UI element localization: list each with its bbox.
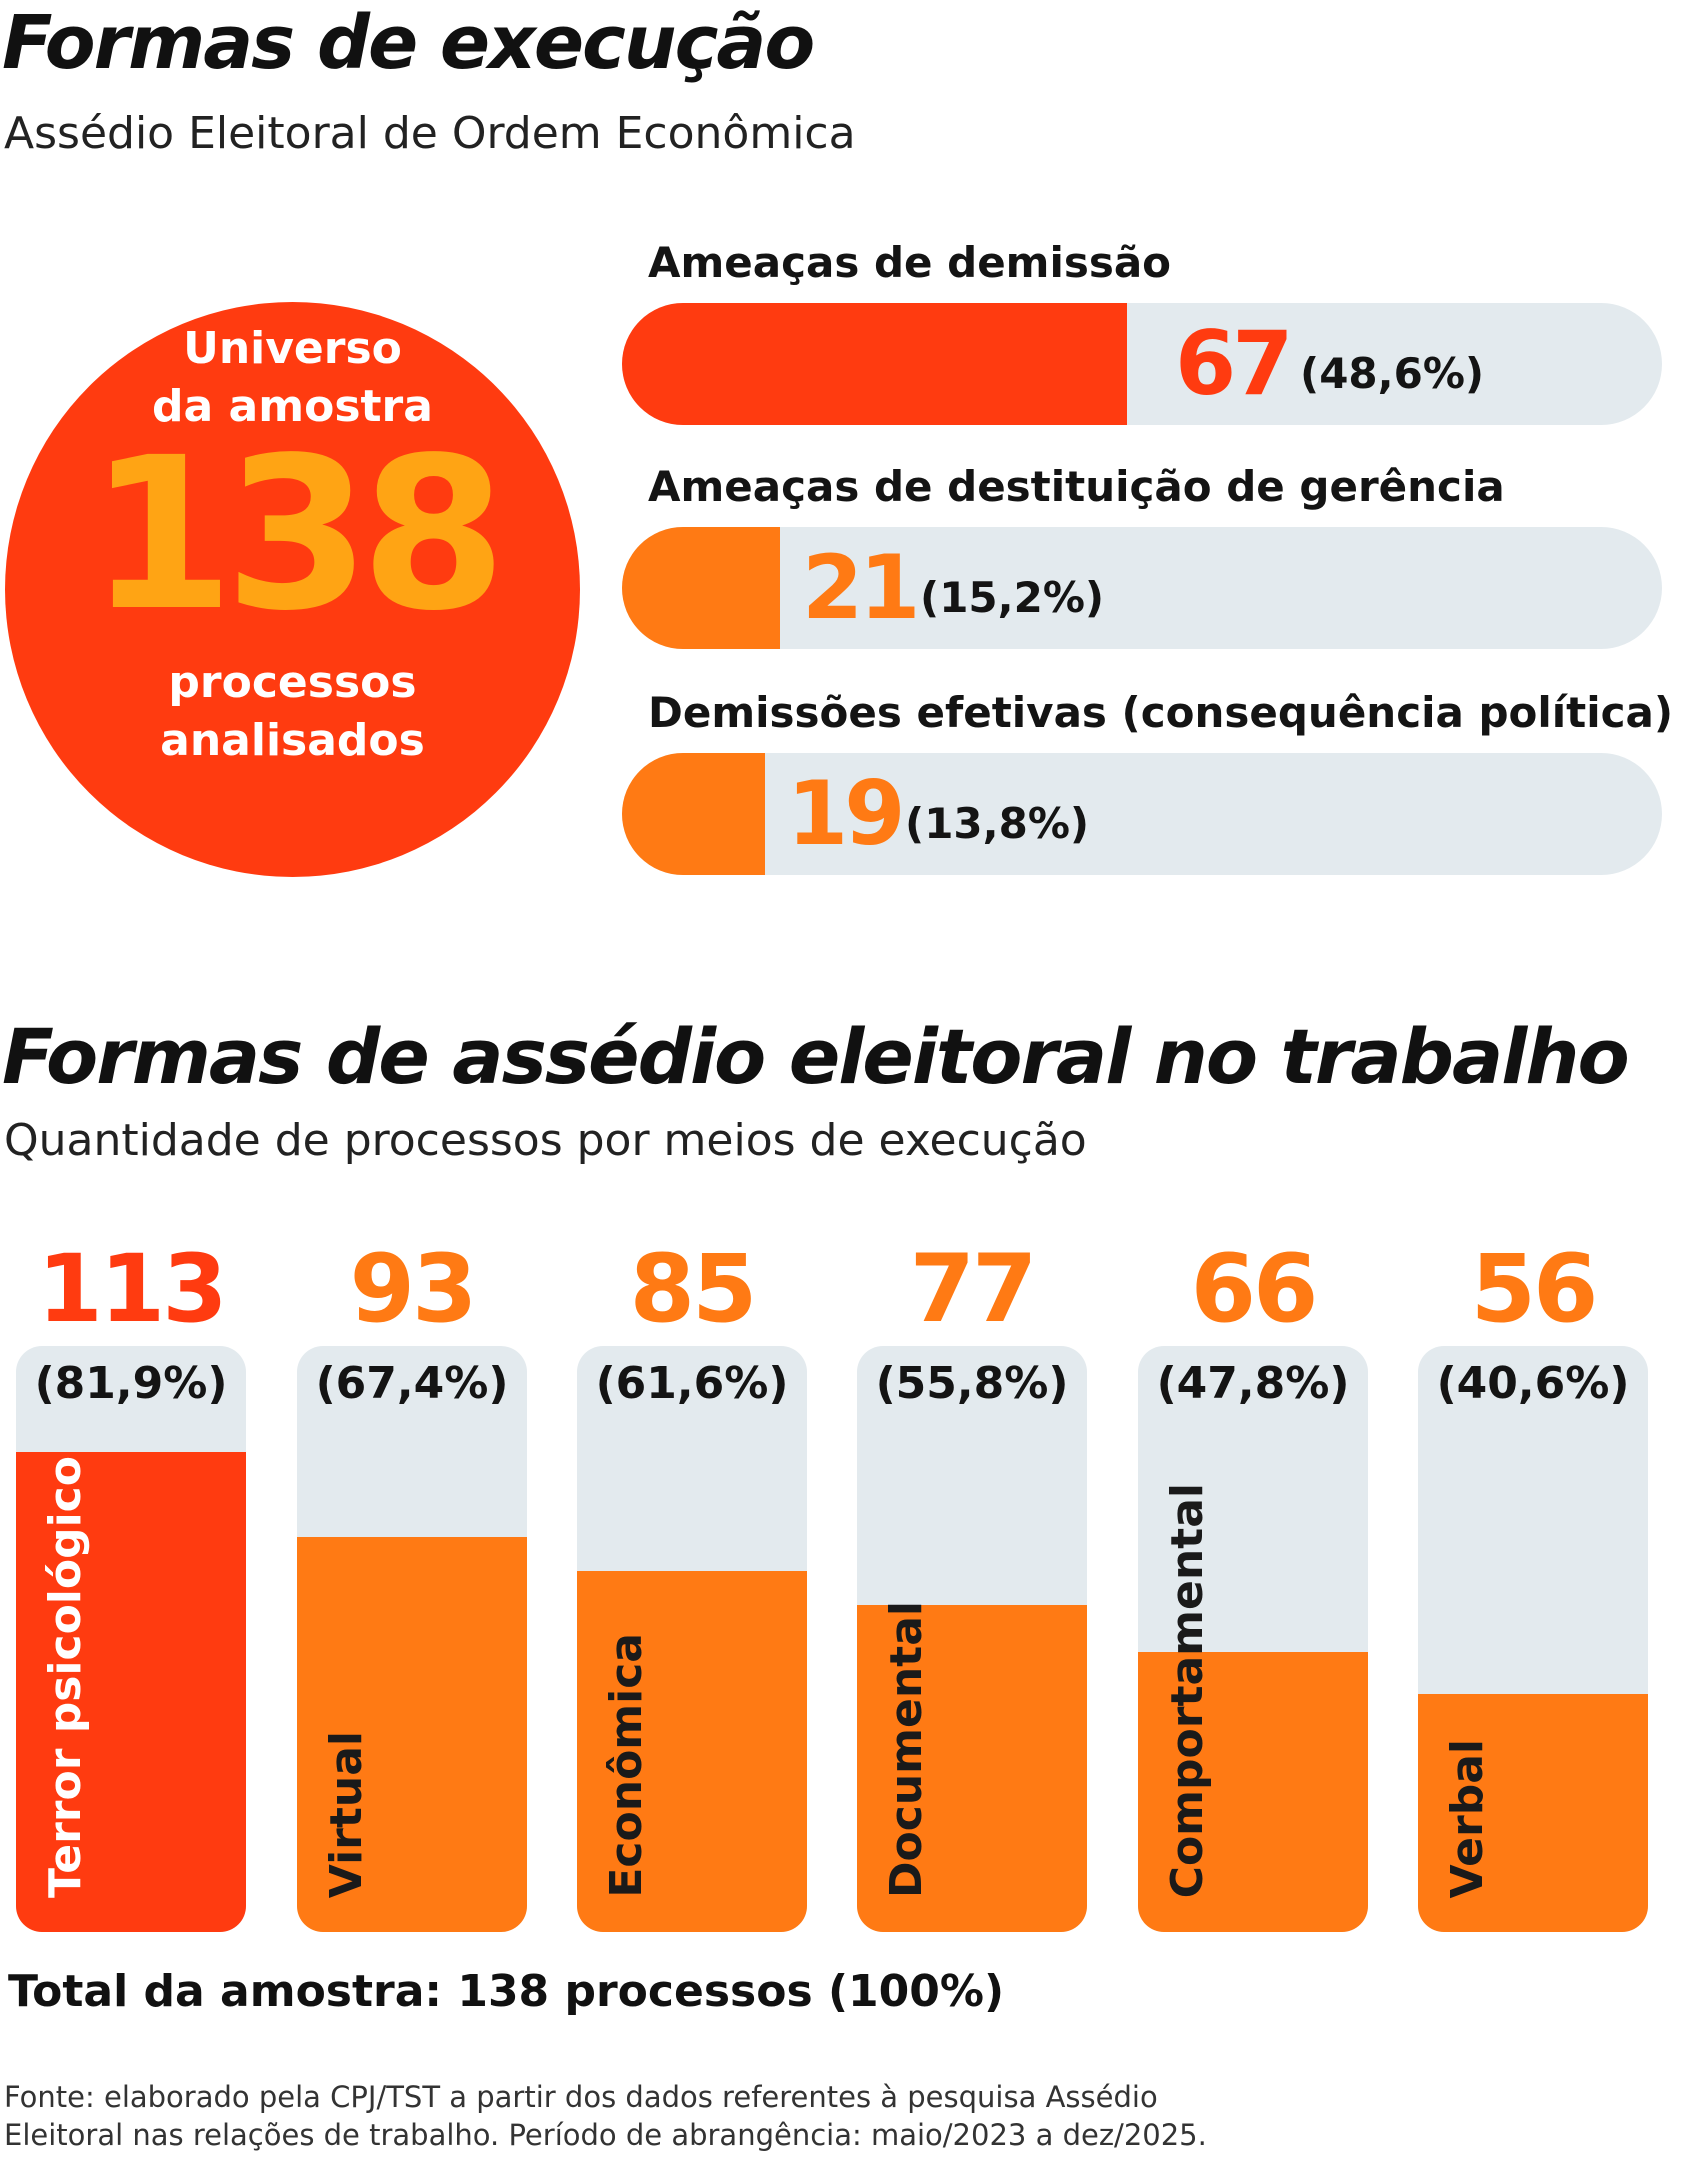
column-track: (40,6%) Verbal: [1418, 1346, 1648, 1932]
column-value-label: 56: [1470, 1235, 1599, 1344]
source-note: Fonte: elaborado pela CPJ/TST a partir d…: [4, 2078, 1207, 2154]
source-line2: Eleitoral nas relações de trabalho. Perí…: [4, 2118, 1207, 2152]
bar-label: Demissões efetivas (consequência polític…: [648, 688, 1674, 737]
bar-track: 67 (48,6%): [622, 303, 1662, 425]
bar: [622, 527, 780, 649]
bar: [1138, 1652, 1368, 1932]
bar-percent-label: (13,8%): [905, 799, 1090, 848]
column-category-label: Documental: [881, 1601, 932, 1898]
column-percent-label: (81,9%): [34, 1358, 228, 1409]
bar-value-label: 19: [787, 762, 905, 865]
bar: [857, 1605, 1087, 1932]
column-track: (47,8%) Comportamental: [1138, 1346, 1368, 1932]
column-category-label: Virtual: [321, 1730, 372, 1898]
section2-title: Formas de assédio eleitoral no trabalho: [2, 1012, 1630, 1101]
column-percent-label: (47,8%): [1156, 1358, 1350, 1409]
circle-label-top-line1: Universo: [183, 323, 402, 374]
bar: [16, 1452, 246, 1932]
circle-label-bottom-line2: analisados: [160, 715, 425, 766]
bar-percent-label: (48,6%): [1300, 349, 1485, 398]
column-track: (67,4%) Virtual: [297, 1346, 527, 1932]
column-percent-label: (61,6%): [595, 1358, 789, 1409]
column-percent-label: (67,4%): [315, 1358, 509, 1409]
column-track: (81,9%) Terror psicológico: [16, 1346, 246, 1932]
bar: [622, 303, 1127, 425]
source-line1: Fonte: elaborado pela CPJ/TST a partir d…: [4, 2080, 1158, 2114]
column-percent-label: (40,6%): [1436, 1358, 1630, 1409]
circle-value: 138: [88, 412, 506, 657]
bar-percent-label: (15,2%): [920, 573, 1105, 622]
column-value-label: 77: [909, 1235, 1038, 1344]
bar: [577, 1571, 807, 1932]
column-category-label: Verbal: [1442, 1738, 1493, 1898]
bar: [622, 753, 765, 875]
circle-label-bottom: processos analisados: [5, 654, 580, 770]
column-value-label: 66: [1190, 1235, 1319, 1344]
bar-label: Ameaças de destituição de gerência: [648, 462, 1505, 511]
column-value-label: 93: [349, 1235, 478, 1344]
column-track: (61,6%) Econômica: [577, 1346, 807, 1932]
column-category-label: Comportamental: [1162, 1482, 1213, 1898]
circle-label-bottom-line1: processos: [168, 657, 417, 708]
bar: [1418, 1694, 1648, 1932]
column-value-label: 113: [37, 1235, 227, 1344]
section1-subtitle: Assédio Eleitoral de Ordem Econômica: [4, 108, 856, 159]
bar-value-label: 21: [802, 536, 920, 639]
bar-label: Ameaças de demissão: [648, 238, 1172, 287]
circle-label-top: Universo da amostra: [5, 320, 580, 436]
circle-label-top-line2: da amostra: [152, 381, 433, 432]
total-sample-note: Total da amostra: 138 processos (100%): [8, 1966, 1005, 2017]
section1-title: Formas de execução: [2, 0, 815, 86]
column-category-label: Terror psicológico: [40, 1456, 91, 1898]
column-track: (55,8%) Documental: [857, 1346, 1087, 1932]
bar-value-label: 67: [1175, 312, 1293, 415]
sample-universe-circle: Universo da amostra 138 processos analis…: [5, 302, 580, 877]
bar-track: 21 (15,2%): [622, 527, 1662, 649]
section2-subtitle: Quantidade de processos por meios de exe…: [4, 1115, 1087, 1166]
bar-track: 19 (13,8%): [622, 753, 1662, 875]
column-percent-label: (55,8%): [875, 1358, 1069, 1409]
column-category-label: Econômica: [601, 1633, 652, 1898]
column-value-label: 85: [629, 1235, 758, 1344]
bar: [297, 1537, 527, 1932]
